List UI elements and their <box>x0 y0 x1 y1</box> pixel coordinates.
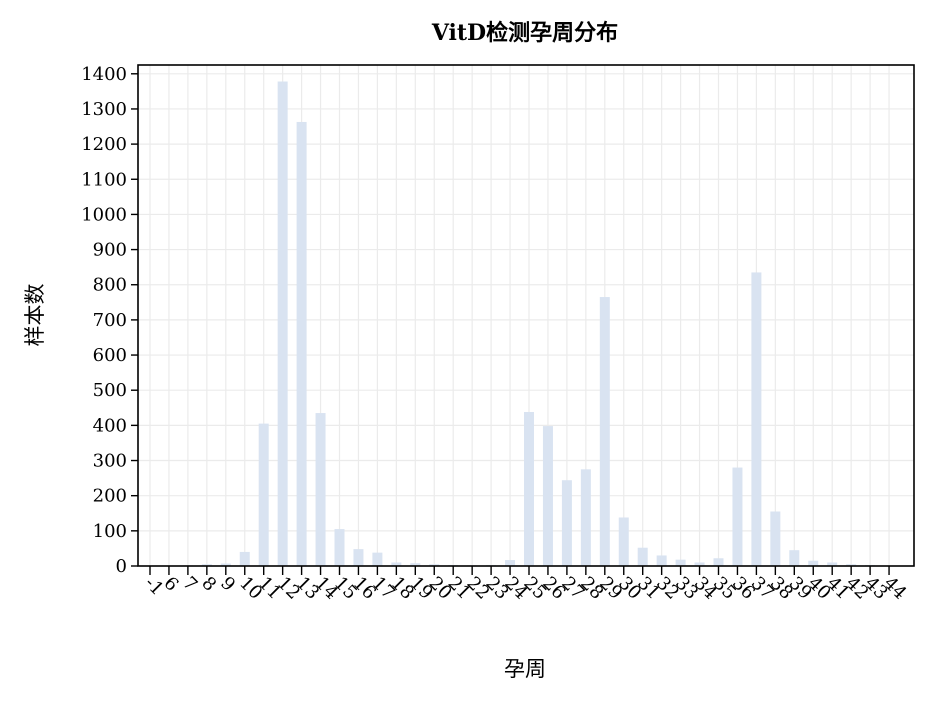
y-tick-label: 900 <box>93 240 127 261</box>
x-tick-label: 44 <box>880 573 911 604</box>
y-tick-label: 1000 <box>81 204 127 225</box>
y-tick-label: 1400 <box>81 64 127 85</box>
y-tick-label: 100 <box>93 521 127 542</box>
y-tick-label: 200 <box>93 486 127 507</box>
x-axis-label: 孕周 <box>504 657 546 681</box>
x-tick-label: 7 <box>178 573 201 596</box>
bar <box>372 553 382 566</box>
bar <box>751 272 761 566</box>
bar <box>278 82 288 566</box>
y-tick-label: 600 <box>93 345 127 366</box>
bar <box>240 552 250 566</box>
bar <box>714 558 724 566</box>
bar <box>619 517 629 566</box>
y-tick-label: 1200 <box>81 134 127 155</box>
y-tick-label: 700 <box>93 310 127 331</box>
x-tick-label: 9 <box>216 573 239 596</box>
y-tick-label: 800 <box>93 275 127 296</box>
bar <box>600 297 610 566</box>
y-tick-label: 400 <box>93 415 127 436</box>
bar <box>581 469 591 566</box>
y-tick-label: 0 <box>116 556 127 577</box>
bar <box>353 549 363 566</box>
bar <box>259 424 269 566</box>
y-tick-label: 1300 <box>81 99 127 120</box>
bar <box>770 512 780 566</box>
x-tick-label: 6 <box>159 573 182 596</box>
bar <box>789 550 799 566</box>
bar <box>297 122 307 566</box>
bar <box>562 480 572 566</box>
y-axis-label: 样本数 <box>23 284 47 347</box>
x-tick-label: 8 <box>197 573 220 596</box>
y-tick-label: 1100 <box>81 169 127 190</box>
bar <box>638 548 648 566</box>
bar <box>335 529 345 566</box>
bar <box>316 413 326 566</box>
y-tick-label: 500 <box>93 380 127 401</box>
bar <box>657 555 667 566</box>
bar <box>543 426 553 566</box>
bar <box>676 560 686 566</box>
y-tick-label: 300 <box>93 451 127 472</box>
bar <box>732 468 742 566</box>
bar <box>524 412 534 566</box>
chart-title: VitD检测孕周分布 <box>431 20 618 46</box>
bar <box>505 560 515 566</box>
